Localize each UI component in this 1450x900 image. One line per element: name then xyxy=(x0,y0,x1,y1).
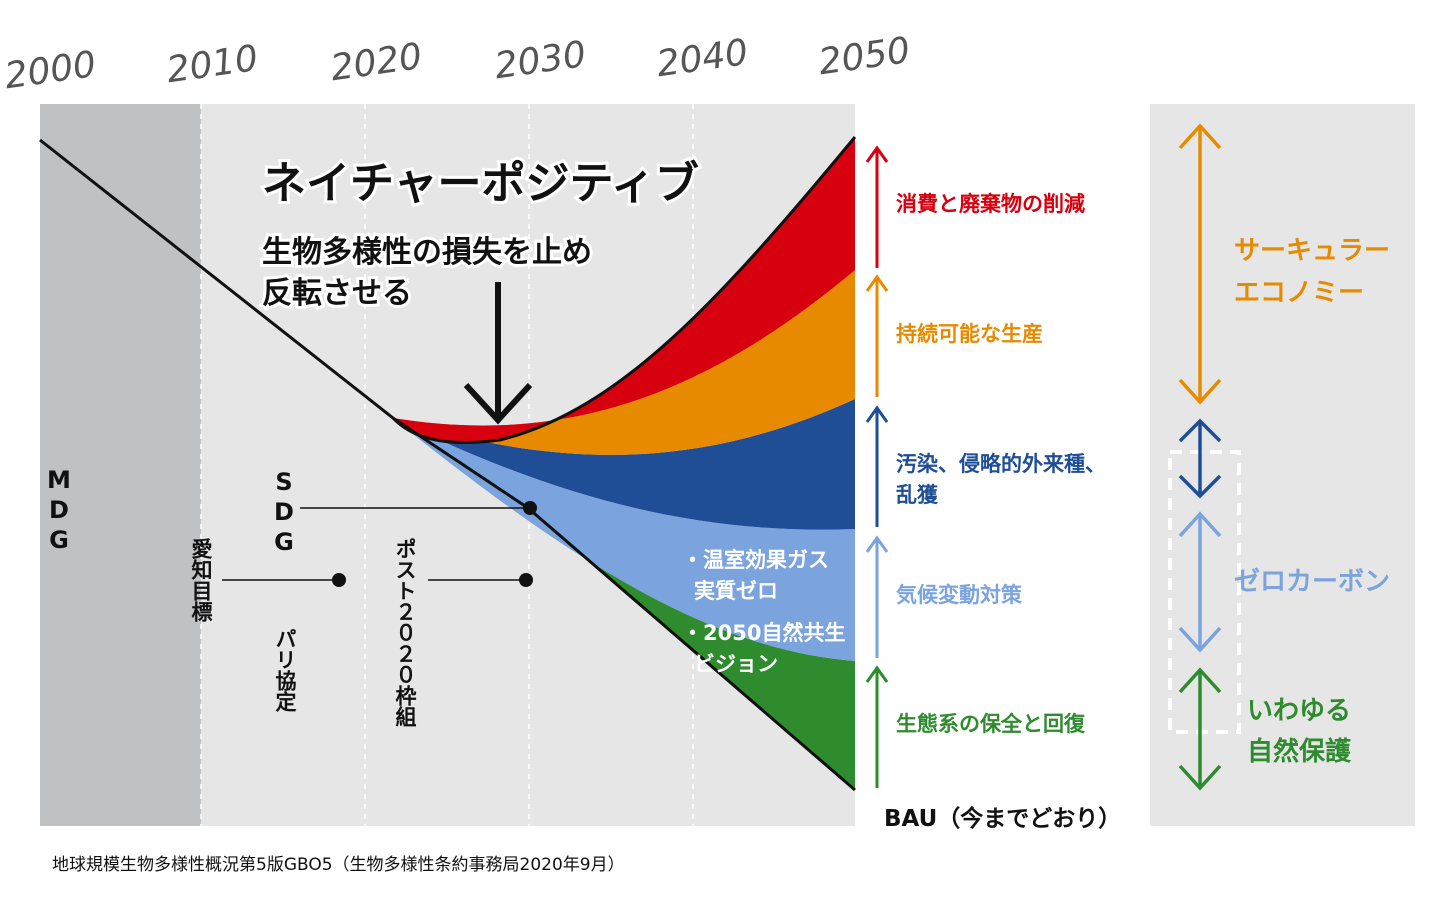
year-axis: 2000 2010 2020 2030 2040 2050 xyxy=(2,30,912,97)
headline-title: ネイチャーポジティブ xyxy=(262,158,699,209)
source-caption: 地球規模生物多様性概況第5版GBO5（生物多様性条約事務局2020年9月） xyxy=(52,855,625,875)
vision-label-line2: ビジョン xyxy=(694,652,778,676)
band-label-pollution-line2: 乱獲 xyxy=(896,483,939,507)
band-label-ecosystem: 生態系の保全と回復 xyxy=(896,712,1086,736)
headline: ネイチャーポジティブ 生物多様性の損失を止め 反転させる xyxy=(259,155,702,314)
inner-labels: ・温室効果ガス 実質ゼロ ・2050自然共生 ビジョン xyxy=(682,548,845,676)
category-circular-line2: エコノミー xyxy=(1234,278,1364,308)
connector-dots xyxy=(332,501,537,587)
category-arrows xyxy=(1178,123,1222,791)
post2020-label: ポスト２０２０枠組 xyxy=(393,538,417,727)
band-label-consumption: 消費と廃棄物の削減 xyxy=(896,192,1085,216)
headline-line2: 反転させる xyxy=(262,276,412,311)
year-label: 2040 xyxy=(654,32,750,85)
year-label: 2020 xyxy=(328,36,424,89)
turning-point-arrow xyxy=(463,282,533,425)
aichi-label: 愛知目標 xyxy=(189,538,213,622)
band-label-production: 持続可能な生産 xyxy=(896,322,1043,346)
category-circular-line1: サーキュラー xyxy=(1234,236,1390,266)
bau-label: BAU（今までどおり） xyxy=(884,805,1121,832)
nature-positive-curve xyxy=(391,136,857,444)
sdg-label: SDG xyxy=(270,468,298,558)
mdg-period-panel xyxy=(40,104,201,826)
vision-label-line1: ・2050自然共生 xyxy=(682,621,845,645)
band-label-pollution-line1: 汚染、侵略的外来種、 xyxy=(896,452,1106,476)
year-label: 2000 xyxy=(2,44,98,97)
band-climate xyxy=(393,418,855,661)
dashed-overlap-box xyxy=(1168,450,1241,734)
band-production xyxy=(393,270,855,455)
band-pollution xyxy=(393,399,855,530)
category-conservation-line1: いわゆる xyxy=(1247,696,1351,726)
bau-line xyxy=(39,138,856,792)
category-panel xyxy=(1150,104,1415,826)
category-conservation-line2: 自然保護 xyxy=(1247,736,1352,767)
headline-line1: 生物多様性の損失を止め xyxy=(262,235,592,270)
connectors xyxy=(222,507,530,581)
band-arrows xyxy=(865,145,889,788)
category-zerocarbon: ゼロカーボン xyxy=(1234,567,1390,597)
ghg-label-line2: 実質ゼロ xyxy=(694,579,778,603)
year-label: 2010 xyxy=(164,38,260,91)
paris-label: パリ協定 xyxy=(273,628,297,712)
category-labels: サーキュラー エコノミー ゼロカーボン いわゆる 自然保護 xyxy=(1234,236,1390,767)
year-label: 2050 xyxy=(816,30,912,83)
mdg-label: MDG xyxy=(45,466,73,556)
year-label: 2030 xyxy=(492,34,588,87)
band-consumption xyxy=(393,137,855,443)
band-label-climate: 気候変動対策 xyxy=(896,583,1023,607)
ghg-label-line1: ・温室効果ガス xyxy=(682,548,829,572)
band-labels: 消費と廃棄物の削減 持続可能な生産 汚染、侵略的外来種、 乱獲 気候変動対策 生… xyxy=(884,192,1121,832)
